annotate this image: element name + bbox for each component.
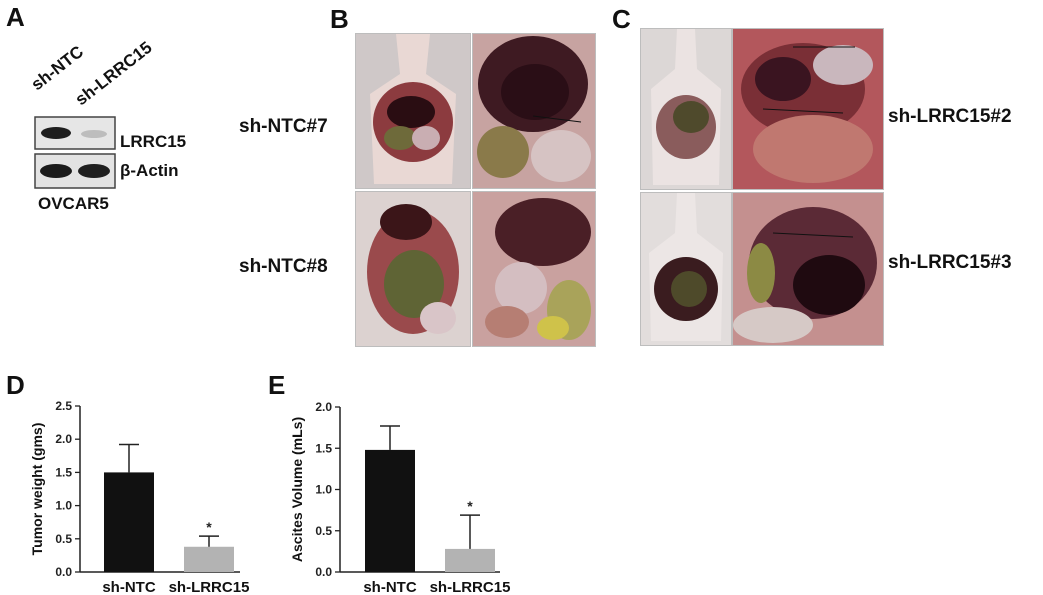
chart-tumor-weight: 0.0 0.5 1.0 1.5 2.0 2.5 Tumor weight (gms) sh-N… xyxy=(29,399,250,595)
chart-d-y-tick-label: 0.5 xyxy=(55,532,72,546)
chart-d-y-tick-label: 1.5 xyxy=(55,465,72,479)
chart-e-y-tick-label: 1.0 xyxy=(315,483,332,497)
panel-c-letter: C xyxy=(612,4,631,34)
chart-e-category-label-1: sh-LRRC15 xyxy=(430,579,511,595)
mouse-photo-lrrc15-2-whole xyxy=(640,28,732,190)
band-label-beta-actin: β-Actin xyxy=(120,161,179,180)
panel-e-letter: E xyxy=(268,370,286,400)
chart-d-y-tick-label: 2.5 xyxy=(55,399,72,413)
chart-d-y-axis-label: Tumor weight (gms) xyxy=(29,423,45,556)
panel-d-letter: D xyxy=(6,370,25,400)
label-sh-ntc-7: sh-NTC#7 xyxy=(239,116,328,137)
chart-e-bar-0 xyxy=(365,449,415,572)
chart-e-category-label-0: sh-NTC xyxy=(363,579,416,595)
chart-d-significance-1: * xyxy=(206,519,212,535)
panel-b-letter: B xyxy=(330,4,349,34)
chart-d-bar-1 xyxy=(184,546,234,572)
chart-d-category-label-0: sh-NTC xyxy=(102,579,155,595)
chart-e-significance-1: * xyxy=(467,498,473,514)
mouse-photo-ntc7-whole xyxy=(355,33,471,189)
chart-e-y-tick-label: 1.5 xyxy=(315,441,332,455)
mouse-photo-lrrc15-2-closeup xyxy=(732,28,884,190)
mouse-photo-lrrc15-3-closeup xyxy=(732,192,884,346)
chart-d-y-tick-label: 1.0 xyxy=(55,499,72,513)
label-sh-lrrc15-3: sh-LRRC15#3 xyxy=(888,252,1012,273)
label-sh-lrrc15-2: sh-LRRC15#2 xyxy=(888,106,1012,127)
chart-e-bar-1 xyxy=(445,548,495,572)
chart-e-y-axis-label: Ascites Volume (mLs) xyxy=(289,417,305,562)
chart-d-y-tick-label: 0.0 xyxy=(55,565,72,579)
panel-a-letter: A xyxy=(6,2,25,32)
band-label-lrrc15: LRRC15 xyxy=(120,132,187,151)
chart-d-y-tick-label: 2.0 xyxy=(55,432,72,446)
chart-d-bar-0 xyxy=(104,472,154,572)
chart-e-y-tick-label: 0.5 xyxy=(315,524,332,538)
chart-d-category-label-1: sh-LRRC15 xyxy=(169,579,250,595)
lane-label-sh-lrrc15: sh-LRRC15 xyxy=(71,37,156,110)
western-blot-image xyxy=(34,116,116,189)
label-sh-ntc-8: sh-NTC#8 xyxy=(239,256,328,277)
cell-line-label: OVCAR5 xyxy=(38,194,109,213)
mouse-photo-ntc7-closeup xyxy=(472,33,596,189)
chart-ascites-volume: 0.0 0.5 1.0 1.5 2.0 Ascites Volume (mLs) sh-NT… xyxy=(289,400,511,595)
mouse-photo-ntc8-whole xyxy=(355,191,471,347)
chart-e-y-tick-label: 2.0 xyxy=(315,400,332,414)
chart-e-y-tick-label: 0.0 xyxy=(315,565,332,579)
mouse-photo-ntc8-closeup xyxy=(472,191,596,347)
mouse-photo-lrrc15-3-whole xyxy=(640,192,732,346)
